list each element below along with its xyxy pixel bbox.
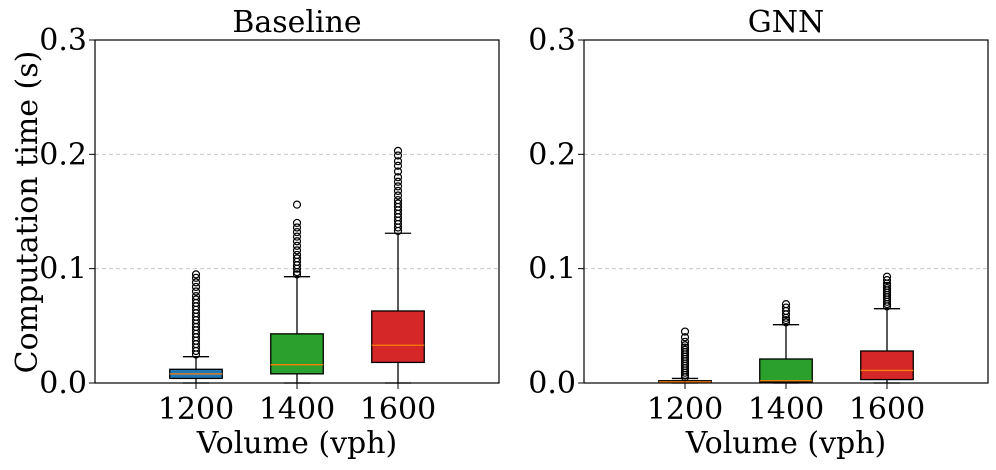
box-1400 [270,200,324,384]
outlier-point [393,191,403,200]
outlier-point [680,343,690,352]
box-body [759,358,813,383]
x-tick-label: 1200 [647,392,723,427]
panel-gnn: 1200 1400 1600 0.0 0.1 0.2 0.3 GNN Volume (vph) [528,5,989,461]
chart-title: GNN [748,5,824,40]
outlier-point [680,333,690,342]
plot-frame [583,39,989,384]
outlier-point [393,199,403,208]
outlier-point [393,182,403,191]
outlier-point [292,232,302,241]
outlier-point [393,195,403,205]
outlier-point [292,218,302,228]
box-1200 [658,327,712,384]
outlier-point [292,270,302,279]
outlier-point [393,167,403,176]
outlier-point [292,200,302,209]
outlier-point [191,295,201,304]
box-body [860,350,914,381]
y-tick-label: 0.2 [528,137,576,172]
y-tick-label: 0.0 [528,366,576,401]
outlier-point [680,337,690,346]
outlier-point [393,157,403,166]
y-tick-label: 0.3 [528,23,576,58]
outlier-point [292,246,302,255]
outlier-point [393,146,403,156]
outlier-point [393,161,403,170]
plot-frame [94,39,500,384]
chart-title: Baseline [232,5,361,40]
box-1200 [169,270,223,384]
x-axis-label: Volume (vph) [685,426,887,461]
outlier-point [393,151,403,160]
box-1600 [371,146,425,384]
box-1600 [860,272,914,384]
outlier-point [292,223,302,232]
y-tick-label: 0.3 [39,23,87,58]
outlier-point [292,227,302,237]
outlier-point [191,278,201,287]
y-tick-label: 0.2 [39,137,87,172]
outlier-point [680,327,690,336]
outlier-point [191,273,201,282]
box-body [270,333,324,375]
outlier-point [292,241,302,250]
x-tick-label: 1400 [259,392,335,427]
x-axis-label: Volume (vph) [196,426,398,461]
outlier-point [882,281,892,290]
x-tick-label: 1600 [360,392,436,427]
outlier-point [191,282,201,292]
outlier-point [882,284,892,293]
outlier-point [292,237,302,246]
outlier-point [393,177,403,186]
outlier-point [292,254,302,263]
y-axis-label: Computation time (s) [10,51,45,374]
outlier-point [292,250,302,260]
outlier-point [882,272,892,281]
outlier-point [781,318,791,327]
outlier-point [393,173,403,182]
y-tick-label: 0.1 [528,252,576,287]
outlier-point [882,276,892,285]
x-tick-label: 1400 [748,392,824,427]
outlier-point [781,316,791,325]
outlier-point [680,341,690,350]
outlier-point [393,186,403,196]
y-tick-label: 0.0 [39,366,87,401]
outlier-point [191,292,201,301]
panel-baseline: 1200 1400 1600 0.0 0.1 0.2 0.3 Baseline Volume (… [39,5,500,461]
outlier-point [781,303,791,312]
outlier-point [191,270,201,279]
outlier-point [191,287,201,296]
outlier-point [680,345,690,354]
x-tick-label: 1200 [158,392,234,427]
box-1400 [759,300,813,384]
outlier-point [781,300,791,309]
x-tick-label: 1600 [849,392,925,427]
box-body [371,310,425,364]
y-tick-label: 0.1 [39,252,87,287]
